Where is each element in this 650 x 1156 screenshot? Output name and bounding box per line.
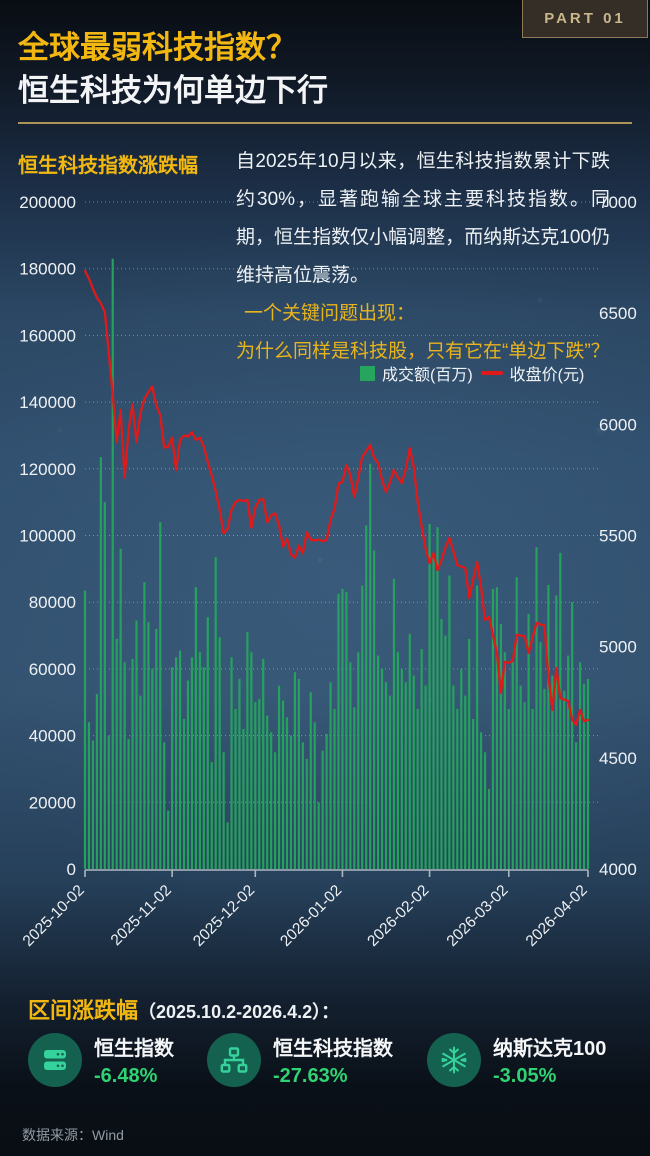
svg-text:140000: 140000 <box>19 393 76 412</box>
svg-text:180000: 180000 <box>19 260 76 279</box>
svg-text:2025-11-02: 2025-11-02 <box>108 882 175 949</box>
page-title: 全球最弱科技指数？ 恒生科技为何单边下行 <box>18 26 328 112</box>
svg-text:2026-04-02: 2026-04-02 <box>523 882 591 950</box>
summary-range: （2025.10.2-2026.4.2）： <box>138 1002 340 1022</box>
svg-text:2026-03-02: 2026-03-02 <box>444 882 512 950</box>
snowflake-icon <box>427 1033 481 1087</box>
intro-paragraph-block: 自2025年10月以来，恒生科技指数累计下跌约30%，显著跑输全球主要科技指数。… <box>236 143 610 371</box>
highlight-line1: 一个关键问题出现： <box>244 303 416 324</box>
legend-item-close: 收盘价(元) <box>480 361 585 385</box>
right-axis-labels: 4000 4500 5000 5500 6000 6500 7000 <box>599 193 637 879</box>
server-icon <box>28 1033 82 1087</box>
svg-text:40000: 40000 <box>29 727 76 746</box>
volume-swatch-icon <box>360 365 375 381</box>
highlight-line2: 为什么同样是科技股，只有它在“单边下跌”？ <box>236 341 610 362</box>
stat-value: -3.05% <box>493 1065 557 1087</box>
svg-text:2026-02-02: 2026-02-02 <box>364 882 432 950</box>
title-line1: 全球最弱科技指数？ <box>18 30 297 65</box>
intro-paragraph: 自2025年10月以来，恒生科技指数累计下跌约30%，显著跑输全球主要科技指数。… <box>236 151 610 286</box>
svg-text:2025-10-02: 2025-10-02 <box>20 882 88 950</box>
chart-legend: 成交额(百万) 收盘价(元) <box>360 361 584 385</box>
svg-text:6500: 6500 <box>599 304 637 323</box>
x-axis-ticks <box>84 870 589 877</box>
stat-value: -27.63% <box>273 1065 348 1087</box>
svg-text:200000: 200000 <box>19 193 76 212</box>
part-badge-label: PART 01 <box>544 10 626 27</box>
svg-text:160000: 160000 <box>19 326 76 345</box>
svg-text:2025-12-02: 2025-12-02 <box>190 882 258 950</box>
svg-text:4500: 4500 <box>599 749 637 768</box>
svg-text:5000: 5000 <box>599 638 637 657</box>
gold-divider <box>18 122 632 124</box>
data-source: 数据来源：Wind <box>22 1127 124 1143</box>
svg-text:120000: 120000 <box>19 460 76 479</box>
title-line2: 恒生科技为何单边下行 <box>18 73 328 108</box>
left-axis-labels: 0 20000 40000 60000 80000 100000 120000 140000 1… <box>19 193 76 879</box>
stat-nasdaq-100: 纳斯达克100 -3.05% <box>427 1032 606 1088</box>
price-line <box>83 269 590 727</box>
chart-title: 恒生科技指数涨跌幅 <box>18 155 198 177</box>
legend-volume-label: 成交额(百万) <box>382 367 473 384</box>
svg-text:80000: 80000 <box>29 593 76 612</box>
sitemap-icon <box>207 1033 261 1087</box>
stat-hang-seng-tech: 恒生科技指数 -27.63% <box>207 1032 399 1088</box>
stat-label: 恒生科技指数 <box>273 1038 393 1060</box>
svg-text:5500: 5500 <box>599 527 637 546</box>
svg-text:6000: 6000 <box>599 415 637 434</box>
legend-item-volume: 成交额(百万) <box>360 361 473 385</box>
svg-text:7000: 7000 <box>599 193 637 212</box>
stat-hang-seng: 恒生指数 -6.48% <box>28 1032 207 1088</box>
stat-label: 恒生指数 <box>94 1038 174 1060</box>
svg-text:20000: 20000 <box>29 793 76 812</box>
combo-chart-svg: 0 20000 40000 60000 80000 100000 120000 140000 1… <box>19 193 637 950</box>
svg-text:2026-01-02: 2026-01-02 <box>277 882 345 950</box>
summary-title: 区间涨跌幅 <box>28 998 139 1023</box>
svg-text:4000: 4000 <box>599 860 637 879</box>
x-axis-labels: 2025-10-02 2025-11-02 2025-12-02 2026-01-02… <box>20 882 591 950</box>
legend-close-label: 收盘价(元) <box>509 367 585 384</box>
svg-text:60000: 60000 <box>29 660 76 679</box>
combo-chart: 0 20000 40000 60000 80000 100000 120000 140000 1… <box>0 190 650 965</box>
close-line-swatch-icon <box>480 371 503 375</box>
stats-row: 恒生指数 -6.48% 恒生科技指数 -27.63% <box>0 1032 650 1088</box>
stat-value: -6.48% <box>94 1065 158 1087</box>
stat-label: 纳斯达克100 <box>493 1038 607 1060</box>
summary-heading: 区间涨跌幅 （2025.10.2-2026.4.2）： <box>28 993 339 1025</box>
part-badge: PART 01 <box>522 0 648 38</box>
svg-text:0: 0 <box>67 860 76 879</box>
volume-bars <box>83 258 590 869</box>
svg-text:100000: 100000 <box>19 527 76 546</box>
